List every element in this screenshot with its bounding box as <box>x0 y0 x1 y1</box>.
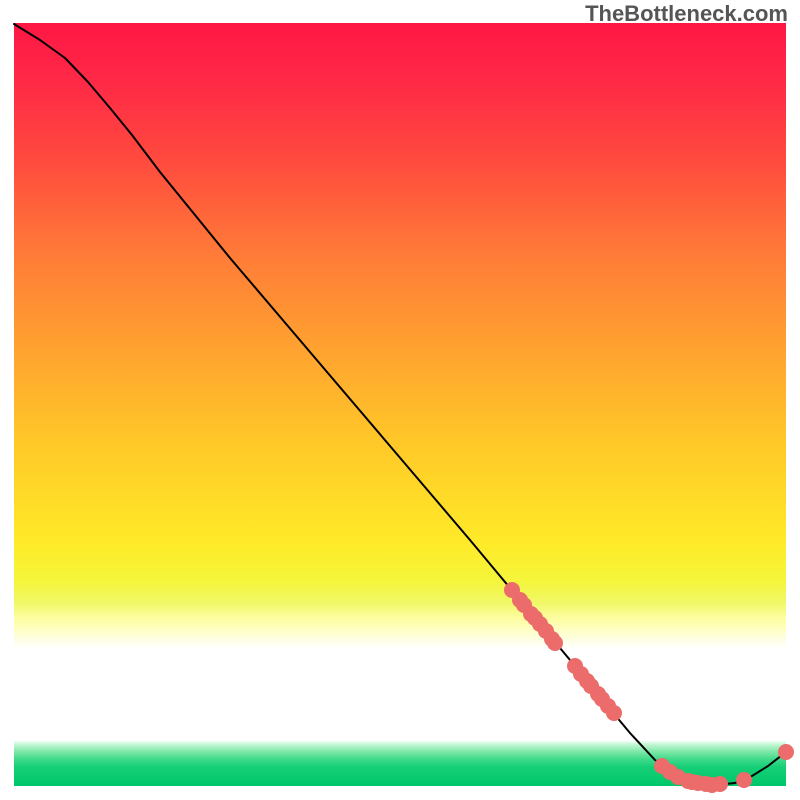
chart-background <box>14 23 786 786</box>
curve-marker <box>778 744 794 760</box>
curve-marker <box>712 776 728 792</box>
watermark-text: TheBottleneck.com <box>585 1 788 27</box>
chart-container: TheBottleneck.com <box>0 0 800 800</box>
curve-marker <box>736 772 752 788</box>
curve-marker <box>606 705 622 721</box>
curve-marker <box>547 635 563 651</box>
chart-svg <box>0 0 800 800</box>
